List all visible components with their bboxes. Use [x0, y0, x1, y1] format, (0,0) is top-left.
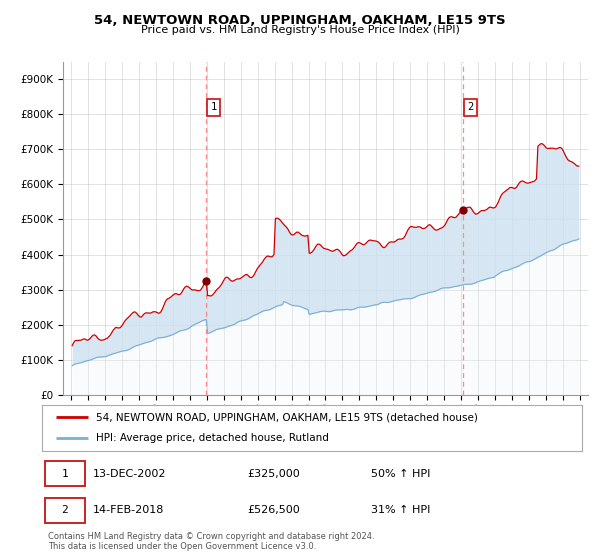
FancyBboxPatch shape [45, 498, 85, 522]
Text: 2: 2 [61, 505, 68, 515]
Text: Price paid vs. HM Land Registry's House Price Index (HPI): Price paid vs. HM Land Registry's House … [140, 25, 460, 35]
Text: 2: 2 [467, 102, 474, 112]
Text: 13-DEC-2002: 13-DEC-2002 [94, 469, 167, 479]
Text: Contains HM Land Registry data © Crown copyright and database right 2024.
This d: Contains HM Land Registry data © Crown c… [48, 532, 374, 552]
Text: £526,500: £526,500 [247, 505, 300, 515]
Text: HPI: Average price, detached house, Rutland: HPI: Average price, detached house, Rutl… [96, 433, 329, 444]
Text: £325,000: £325,000 [247, 469, 300, 479]
Text: 1: 1 [211, 102, 217, 112]
Text: 1: 1 [61, 469, 68, 479]
Text: 31% ↑ HPI: 31% ↑ HPI [371, 505, 431, 515]
FancyBboxPatch shape [45, 461, 85, 486]
Text: 54, NEWTOWN ROAD, UPPINGHAM, OAKHAM, LE15 9TS (detached house): 54, NEWTOWN ROAD, UPPINGHAM, OAKHAM, LE1… [96, 412, 478, 422]
Text: 54, NEWTOWN ROAD, UPPINGHAM, OAKHAM, LE15 9TS: 54, NEWTOWN ROAD, UPPINGHAM, OAKHAM, LE1… [94, 14, 506, 27]
Text: 14-FEB-2018: 14-FEB-2018 [94, 505, 164, 515]
Text: 50% ↑ HPI: 50% ↑ HPI [371, 469, 431, 479]
